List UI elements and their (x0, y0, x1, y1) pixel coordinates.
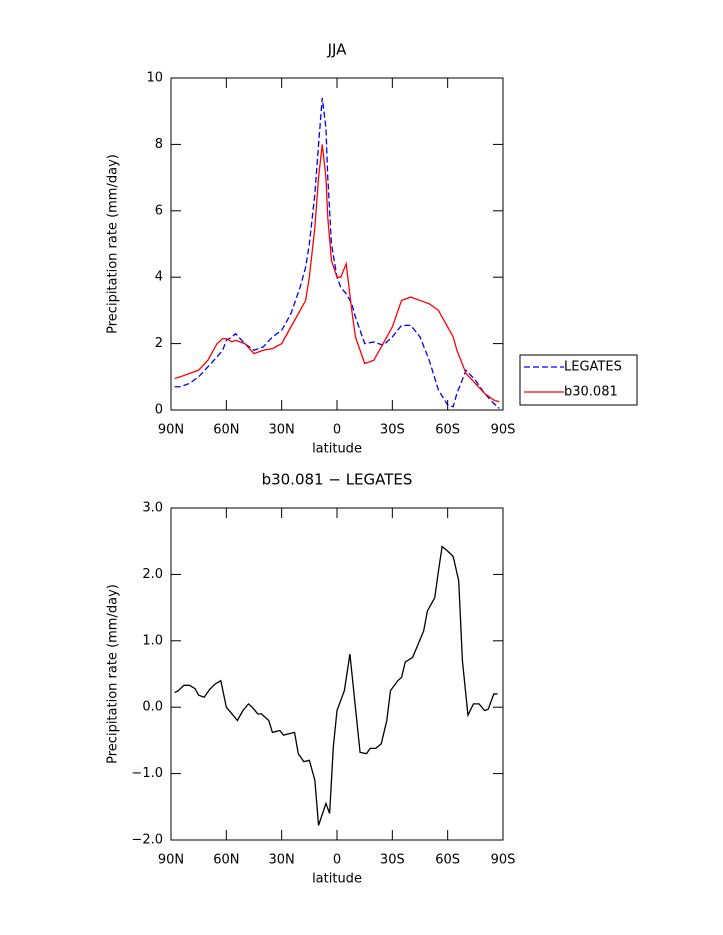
x-axis-label: latitude (312, 442, 362, 457)
legend-box (519, 354, 638, 406)
y-tick-label: 3.0 (142, 501, 163, 516)
plot-frame (170, 77, 504, 411)
data-line (174, 545, 498, 826)
x-tick-label: 90S (491, 853, 516, 868)
chart-title: b30.081 − LEGATES (262, 471, 413, 489)
x-tick-label: 90N (158, 853, 184, 868)
data-line (174, 97, 500, 409)
y-axis-label: Precipitation rate (mm/day) (106, 154, 121, 334)
data-line (174, 144, 500, 403)
x-tick-label: 60S (435, 423, 460, 438)
x-tick-label: 30N (269, 853, 295, 868)
x-tick-label: 30N (269, 423, 295, 438)
y-tick-label: 2 (155, 336, 163, 351)
legend-label: LEGATES (564, 360, 622, 375)
chart-title: JJA (327, 41, 348, 59)
x-tick-label: 90S (491, 423, 516, 438)
x-tick-label: 60N (213, 853, 239, 868)
x-tick-label: 60S (435, 853, 460, 868)
y-tick-label: −1.0 (131, 766, 163, 781)
y-tick-label: 10 (146, 71, 163, 86)
y-tick-label: 2.0 (142, 567, 163, 582)
y-tick-label: 0.0 (142, 700, 163, 715)
legend-label: b30.081 (564, 385, 618, 400)
x-tick-label: 60N (213, 423, 239, 438)
x-axis-label: latitude (312, 872, 362, 887)
x-tick-label: 0 (333, 423, 341, 438)
y-tick-label: −2.0 (131, 833, 163, 848)
y-tick-label: 8 (155, 137, 163, 152)
y-tick-label: 1.0 (142, 633, 163, 648)
x-tick-label: 0 (333, 853, 341, 868)
y-tick-label: 6 (155, 203, 163, 218)
y-axis-label: Precipitation rate (mm/day) (106, 584, 121, 764)
y-tick-label: 4 (155, 270, 163, 285)
x-tick-label: 90N (158, 423, 184, 438)
x-tick-label: 30S (380, 423, 405, 438)
x-tick-label: 30S (380, 853, 405, 868)
y-tick-label: 0 (155, 403, 163, 418)
